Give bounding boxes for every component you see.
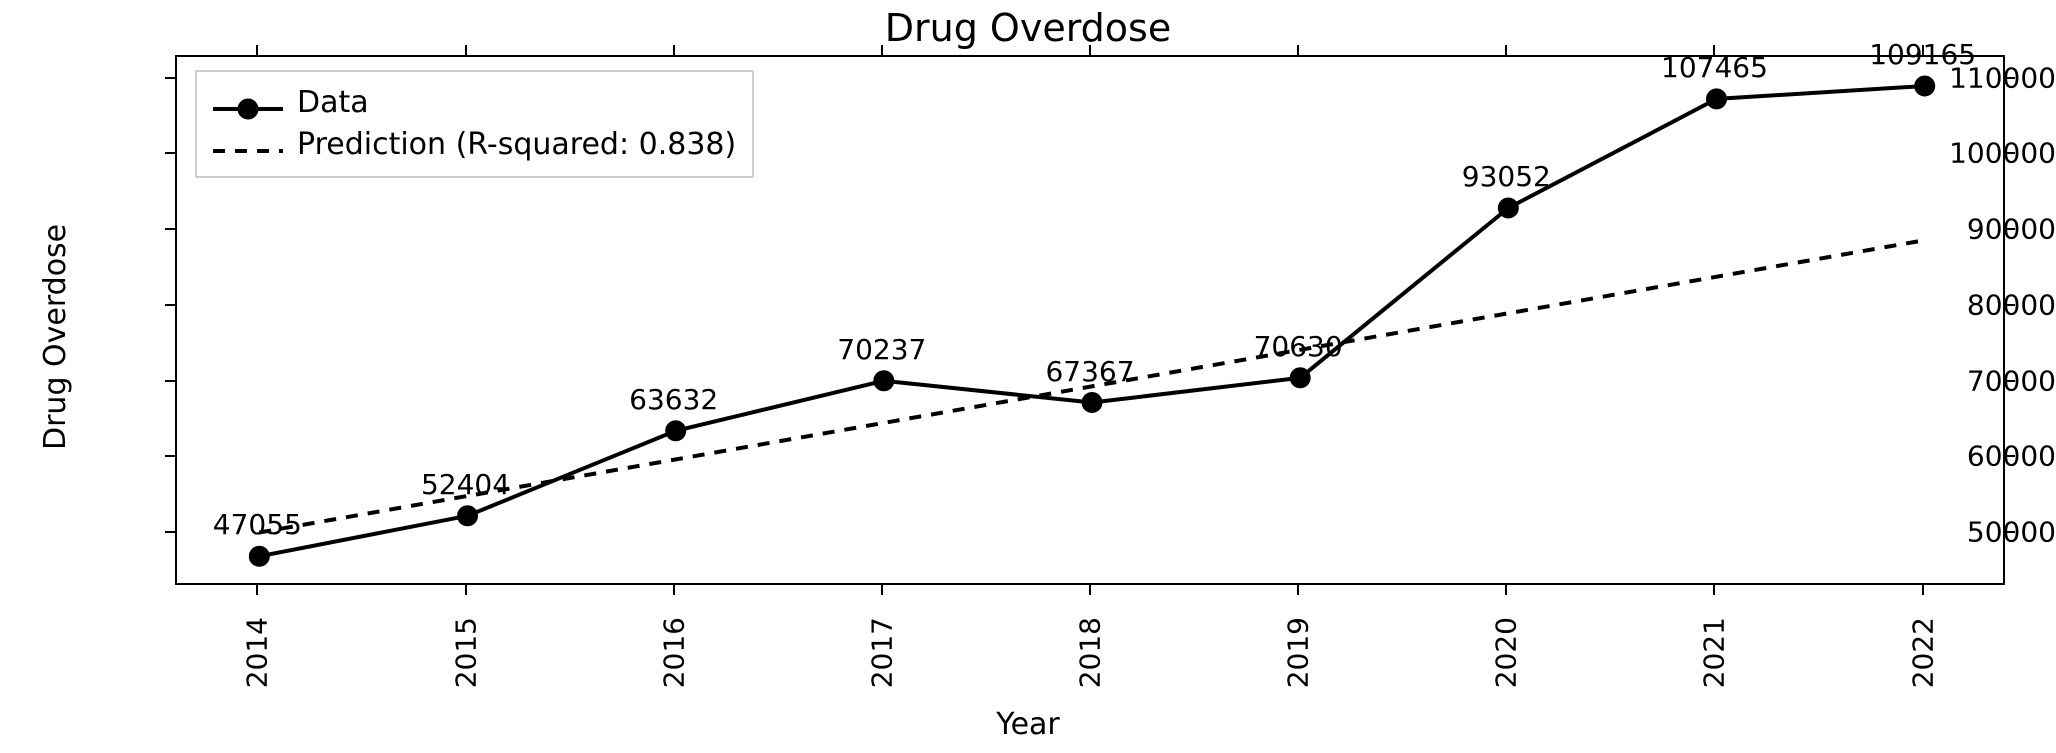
- point-label: 63632: [629, 383, 718, 416]
- x-tick-mark: [465, 45, 467, 55]
- x-tick-mark: [673, 45, 675, 55]
- data-marker: [666, 421, 686, 441]
- legend-swatch-prediction: [213, 133, 283, 157]
- point-label: 109165: [1869, 38, 1976, 71]
- point-label: 70237: [837, 333, 926, 366]
- point-label: 47055: [213, 508, 302, 541]
- point-label: 107465: [1661, 51, 1768, 84]
- data-marker: [458, 506, 478, 526]
- x-tick-mark: [1089, 585, 1091, 595]
- y-tick-label: 80000: [1899, 288, 2056, 321]
- x-tick-mark: [465, 585, 467, 595]
- x-tick-label: 2022: [1906, 617, 1939, 688]
- data-marker: [1082, 393, 1102, 413]
- x-tick-mark: [1297, 585, 1299, 595]
- x-tick-mark: [256, 45, 258, 55]
- legend-entry-prediction: Prediction (R-squared: 0.838): [213, 124, 736, 166]
- point-label: 70630: [1254, 330, 1343, 363]
- y-tick-mark: [165, 531, 175, 533]
- y-tick-label: 100000: [1899, 137, 2056, 170]
- point-label: 93052: [1462, 160, 1551, 193]
- y-tick-mark: [165, 304, 175, 306]
- x-tick-mark: [256, 585, 258, 595]
- x-tick-mark: [1089, 45, 1091, 55]
- legend-swatch-data: [213, 91, 283, 115]
- figure: Drug Overdose Drug Overdose Year 50000 60…: [0, 0, 2056, 753]
- x-tick-mark: [1505, 45, 1507, 55]
- y-tick-label: 90000: [1899, 213, 2056, 246]
- y-tick-label: 50000: [1899, 516, 2056, 549]
- y-tick-label: 70000: [1899, 364, 2056, 397]
- y-tick-mark: [165, 152, 175, 154]
- x-tick-mark: [881, 45, 883, 55]
- x-tick-mark: [1713, 585, 1715, 595]
- data-marker: [249, 546, 269, 566]
- x-tick-label: 2018: [1074, 617, 1107, 688]
- point-label: 52404: [421, 468, 510, 501]
- legend-label-prediction: Prediction (R-squared: 0.838): [297, 124, 736, 166]
- x-tick-label: 2015: [449, 617, 482, 688]
- x-tick-mark: [1297, 45, 1299, 55]
- legend-entry-data: Data: [213, 82, 736, 124]
- x-tick-label: 2016: [657, 617, 690, 688]
- y-tick-mark: [165, 455, 175, 457]
- data-marker: [1498, 198, 1518, 218]
- x-tick-label: 2021: [1698, 617, 1731, 688]
- y-tick-mark: [165, 228, 175, 230]
- data-marker: [874, 371, 894, 391]
- x-tick-label: 2017: [865, 617, 898, 688]
- legend-label-data: Data: [297, 82, 369, 124]
- x-tick-mark: [881, 585, 883, 595]
- x-tick-label: 2020: [1490, 617, 1523, 688]
- data-marker: [1707, 89, 1727, 109]
- chart-title: Drug Overdose: [0, 6, 2056, 50]
- x-tick-label: 2019: [1282, 617, 1315, 688]
- x-axis-label: Year: [0, 707, 2056, 742]
- y-tick-mark: [165, 380, 175, 382]
- x-tick-mark: [673, 585, 675, 595]
- point-label: 67367: [1045, 355, 1134, 388]
- legend: Data Prediction (R-squared: 0.838): [195, 70, 754, 178]
- x-tick-label: 2014: [241, 617, 274, 688]
- x-tick-mark: [1922, 585, 1924, 595]
- data-marker: [1290, 368, 1310, 388]
- y-tick-mark: [165, 77, 175, 79]
- y-tick-label: 60000: [1899, 440, 2056, 473]
- x-tick-mark: [1505, 585, 1507, 595]
- y-axis-label: Drug Overdose: [38, 224, 73, 450]
